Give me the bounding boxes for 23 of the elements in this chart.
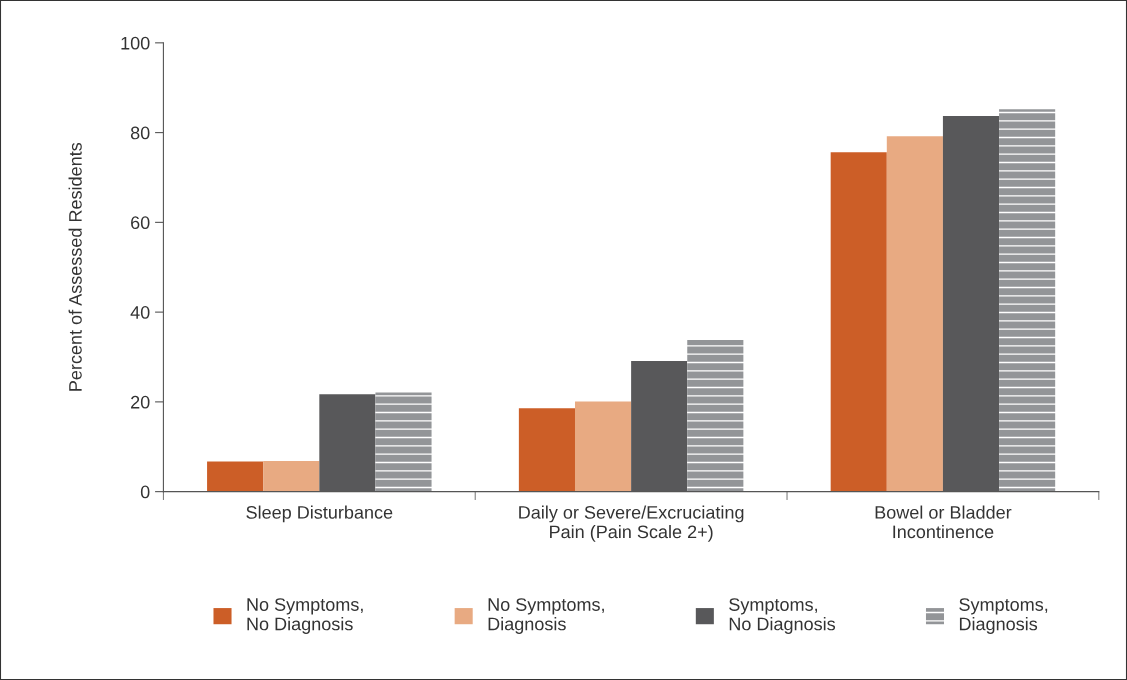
- x-tick-label: Bowel or Bladder Incontinence: [875, 505, 1012, 539]
- y-tick-label: 0: [140, 485, 150, 499]
- bar: [886, 136, 943, 492]
- y-tick-label: 20: [131, 395, 150, 409]
- x-tick-label: Daily or Severe/Excruciating Pain (Pain Scale 2+): [519, 505, 744, 542]
- legend-label: No Symptoms, No Diagnosis: [247, 598, 363, 634]
- legend-label: Symptoms, No Diagnosis: [729, 598, 836, 634]
- bar: [518, 408, 575, 492]
- legend-label: No Symptoms, Diagnosis: [488, 598, 604, 634]
- bar: [830, 152, 887, 492]
- bar: [263, 461, 320, 492]
- y-tick-label: 40: [130, 306, 150, 319]
- legend-label: Symptoms, Diagnosis: [959, 598, 1048, 634]
- y-tick-label: 100: [121, 36, 150, 50]
- y-axis-title: Percent of Assessed Residents: [68, 142, 82, 391]
- x-tick-label: Sleep Disturbance: [246, 505, 393, 523]
- bar: [687, 339, 744, 492]
- y-tick-label: 80: [130, 126, 150, 140]
- bar: [375, 392, 432, 492]
- bar: [999, 109, 1056, 492]
- y-tick-label: 60: [131, 216, 150, 230]
- bar: [575, 401, 632, 492]
- bar: [207, 461, 264, 492]
